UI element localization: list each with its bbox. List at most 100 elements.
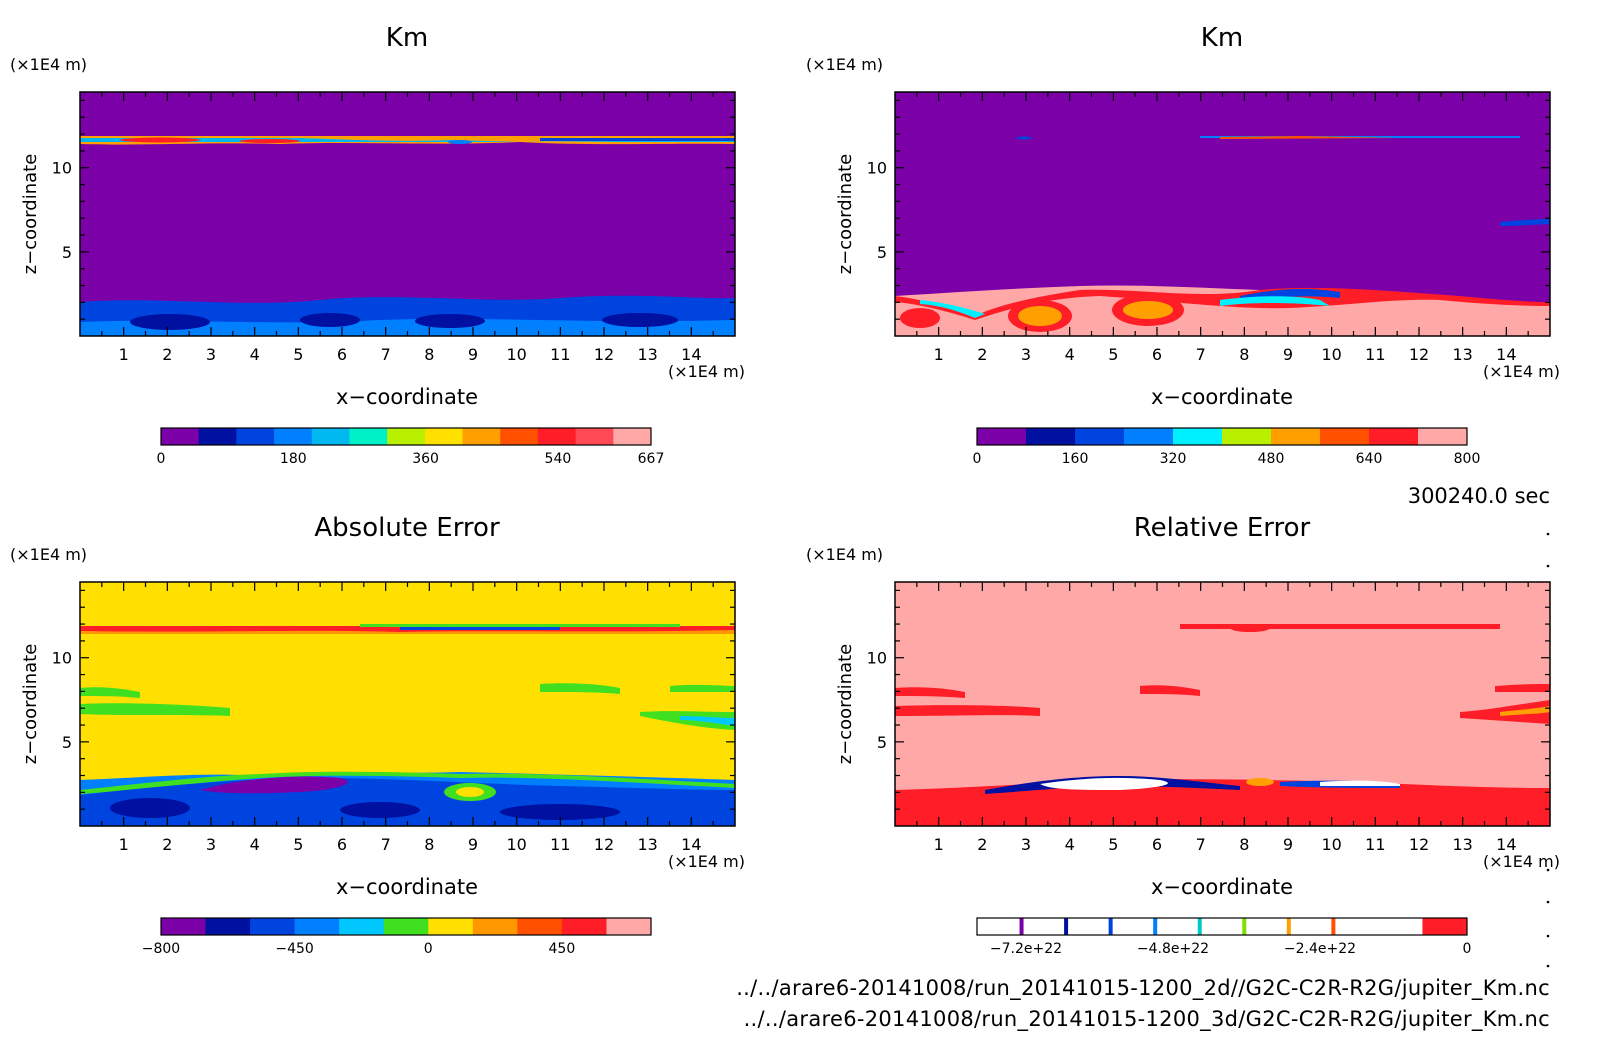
panel-title: Absolute Error bbox=[314, 513, 500, 543]
colorbar-stripe bbox=[1153, 918, 1158, 935]
colorbar-swatch bbox=[198, 428, 237, 445]
x-tick-label: 7 bbox=[1196, 835, 1206, 854]
x-unit-label: (×1E4 m) bbox=[1483, 852, 1560, 871]
contour-field bbox=[895, 92, 1550, 336]
y-tick-label: 10 bbox=[52, 159, 72, 178]
colorbar-swatch bbox=[205, 918, 251, 935]
colorbar-swatch bbox=[236, 428, 275, 445]
panel-title: Km bbox=[386, 23, 428, 53]
colorbar: −800 −450 0 450 bbox=[142, 917, 652, 957]
x-tick-label: 13 bbox=[1452, 835, 1472, 854]
y-tick-label: 5 bbox=[877, 243, 887, 262]
colorbar-stripe bbox=[1108, 918, 1113, 935]
colorbar-swatch bbox=[1320, 428, 1370, 445]
x-tick-label: 5 bbox=[293, 835, 303, 854]
x-axis-label: x−coordinate bbox=[336, 875, 478, 899]
file-path-2d: ../../arare6-20141008/run_20141015-1200_… bbox=[736, 976, 1550, 1000]
panel-title: Km bbox=[1201, 23, 1243, 53]
colorbar-label: 320 bbox=[1160, 451, 1187, 467]
colorbar-swatch bbox=[613, 428, 652, 445]
x-axis-label: x−coordinate bbox=[1151, 385, 1293, 409]
x-tick-label: 5 bbox=[1108, 835, 1118, 854]
colorbar-frame bbox=[976, 427, 1468, 446]
x-tick-label: 8 bbox=[424, 345, 434, 364]
y-axis-label: z−coordinate bbox=[20, 644, 41, 765]
colorbar-swatch bbox=[1199, 918, 1245, 935]
x-tick-label: 2 bbox=[162, 835, 172, 854]
colorbar-swatch bbox=[383, 918, 429, 935]
colorbar-swatch bbox=[250, 918, 296, 935]
y-tick-label: 10 bbox=[867, 649, 887, 668]
colorbar-swatch bbox=[339, 918, 385, 935]
x-tick-label: 2 bbox=[977, 345, 987, 364]
colorbar-swatch bbox=[1288, 918, 1334, 935]
x-tick-label: 12 bbox=[1409, 835, 1429, 854]
y-unit-label: (×1E4 m) bbox=[806, 545, 883, 564]
y-unit-label: (×1E4 m) bbox=[806, 55, 883, 74]
y-axis-label: z−coordinate bbox=[20, 154, 41, 275]
colorbar-label: 667 bbox=[638, 451, 665, 467]
colorbar-swatch bbox=[1155, 918, 1201, 935]
x-tick-label: 3 bbox=[1021, 835, 1031, 854]
colorbar-swatch bbox=[977, 918, 1023, 935]
colorbar-swatch bbox=[1110, 918, 1156, 935]
x-axis-label: x−coordinate bbox=[336, 385, 478, 409]
x-tick-label: 8 bbox=[1239, 345, 1249, 364]
x-tick-label: 10 bbox=[506, 345, 526, 364]
y-tick-label: 10 bbox=[867, 159, 887, 178]
x-unit-label: (×1E4 m) bbox=[1483, 362, 1560, 381]
colorbar-swatch bbox=[1066, 918, 1112, 935]
x-tick-label: 3 bbox=[206, 835, 216, 854]
colorbar-swatch bbox=[349, 428, 388, 445]
x-tick-label: 2 bbox=[162, 345, 172, 364]
contour-field bbox=[80, 92, 735, 336]
colorbar-swatch bbox=[1271, 428, 1321, 445]
x-tick-label: 11 bbox=[1365, 345, 1385, 364]
y-unit-label: (×1E4 m) bbox=[10, 55, 87, 74]
colorbar-swatch bbox=[1026, 428, 1076, 445]
x-tick-label: 7 bbox=[1196, 345, 1206, 364]
colorbar-swatch bbox=[561, 918, 607, 935]
x-tick-label: 8 bbox=[1239, 835, 1249, 854]
x-tick-label: 11 bbox=[550, 835, 570, 854]
colorbar-label: 540 bbox=[545, 451, 572, 467]
colorbar-stripe bbox=[1064, 918, 1069, 935]
x-tick-label: 1 bbox=[119, 835, 129, 854]
colorbar-label: 0 bbox=[157, 451, 166, 467]
x-tick-label: 10 bbox=[1321, 345, 1341, 364]
time-label: 300240.0 sec bbox=[1407, 484, 1550, 508]
x-tick-label: 14 bbox=[681, 835, 701, 854]
x-tick-label: 5 bbox=[1108, 345, 1118, 364]
x-tick-label: 11 bbox=[550, 345, 570, 364]
colorbar-label: 180 bbox=[280, 451, 307, 467]
colorbar-stripe bbox=[1019, 918, 1024, 935]
colorbar-swatch bbox=[462, 428, 501, 445]
x-tick-label: 13 bbox=[637, 345, 657, 364]
x-tick-label: 6 bbox=[337, 345, 347, 364]
x-tick-label: 4 bbox=[1065, 345, 1075, 364]
x-tick-label: 7 bbox=[381, 835, 391, 854]
x-tick-label: 10 bbox=[506, 835, 526, 854]
colorbar-label: −2.4e+22 bbox=[1284, 941, 1356, 957]
x-tick-label: 11 bbox=[1365, 835, 1385, 854]
x-tick-label: 9 bbox=[1283, 835, 1293, 854]
x-tick-label: 4 bbox=[250, 835, 260, 854]
colorbar-swatch bbox=[575, 428, 614, 445]
colorbar-label: −450 bbox=[275, 941, 313, 957]
colorbar-swatch bbox=[1222, 428, 1272, 445]
colorbar-swatch bbox=[977, 428, 1027, 445]
colorbar-frame bbox=[160, 917, 652, 936]
colorbar-swatch bbox=[1244, 918, 1290, 935]
colorbar-swatch bbox=[1173, 428, 1223, 445]
colorbar-swatch bbox=[387, 428, 426, 445]
colorbar-swatch bbox=[1021, 918, 1067, 935]
colorbar-stripe bbox=[1197, 918, 1202, 935]
y-tick-label: 5 bbox=[62, 243, 72, 262]
colorbar-swatch bbox=[1377, 918, 1423, 935]
contour-field bbox=[895, 582, 1550, 826]
colorbar-label: 800 bbox=[1454, 451, 1481, 467]
